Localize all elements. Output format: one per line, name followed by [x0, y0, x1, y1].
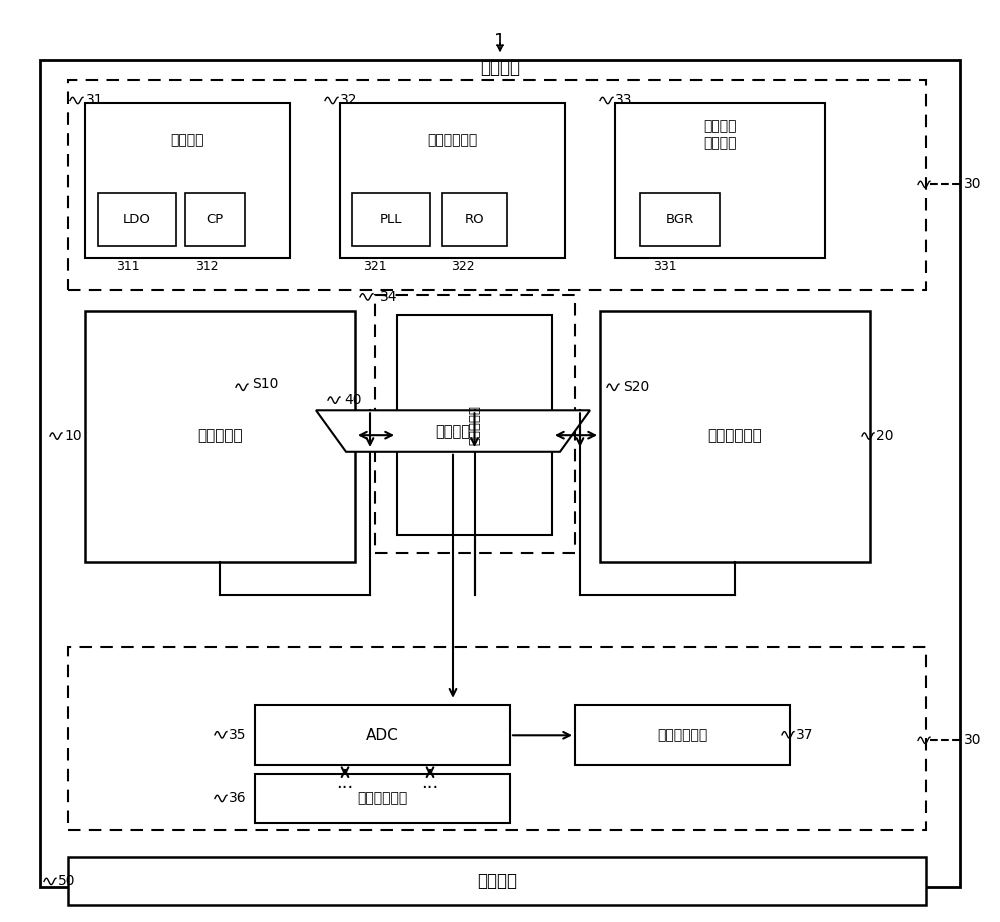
Bar: [40, 60, 960, 887]
Bar: [615, 103, 825, 258]
Bar: [98, 193, 176, 246]
Text: 20: 20: [876, 429, 894, 443]
Text: 水平操作电路: 水平操作电路: [357, 791, 408, 806]
Bar: [352, 193, 430, 246]
Text: 37: 37: [796, 727, 814, 742]
Bar: [255, 705, 510, 765]
Bar: [68, 647, 926, 830]
Bar: [442, 193, 507, 246]
Text: 电源电路: 电源电路: [171, 133, 204, 148]
Bar: [640, 193, 720, 246]
Text: CP: CP: [206, 213, 224, 226]
Bar: [255, 774, 510, 823]
Text: 存储器阵列部: 存储器阵列部: [708, 429, 762, 443]
Text: S10: S10: [252, 377, 278, 392]
Text: 34: 34: [380, 290, 398, 304]
Text: 像素阵列部: 像素阵列部: [197, 429, 243, 443]
Text: 321: 321: [363, 260, 387, 273]
Bar: [575, 705, 790, 765]
Text: 312: 312: [195, 260, 219, 273]
Text: LDO: LDO: [123, 213, 151, 226]
Text: PLL: PLL: [380, 213, 402, 226]
Text: 30: 30: [964, 177, 982, 192]
Text: 1: 1: [494, 31, 506, 50]
Text: 35: 35: [229, 727, 246, 742]
Text: 选择电路: 选择电路: [436, 424, 471, 439]
Text: 311: 311: [116, 260, 140, 273]
Text: ADC: ADC: [366, 727, 399, 743]
Bar: [600, 311, 870, 562]
Text: RO: RO: [465, 213, 484, 226]
Bar: [185, 193, 245, 246]
Text: 40: 40: [344, 393, 362, 408]
Bar: [85, 103, 290, 258]
Text: 331: 331: [653, 260, 677, 273]
Bar: [68, 80, 926, 290]
Text: 50: 50: [58, 874, 76, 889]
Text: 基准电压
生成电路: 基准电压 生成电路: [703, 120, 737, 149]
Bar: [397, 315, 552, 535]
Text: ...: ...: [421, 774, 439, 792]
Text: 36: 36: [229, 791, 247, 806]
Bar: [375, 295, 575, 553]
Text: 控制电路: 控制电路: [477, 872, 517, 891]
Text: 30: 30: [964, 733, 982, 748]
Text: 时钟生成电路: 时钟生成电路: [427, 133, 478, 148]
Bar: [340, 103, 565, 258]
Text: S20: S20: [623, 380, 649, 395]
Polygon shape: [316, 410, 590, 452]
Text: 33: 33: [615, 93, 633, 108]
Text: 信号处理电路: 信号处理电路: [657, 728, 708, 742]
Text: BGR: BGR: [666, 213, 694, 226]
Text: 10: 10: [64, 429, 82, 443]
Bar: [68, 857, 926, 905]
Text: 成像装置: 成像装置: [480, 59, 520, 77]
Text: 驱动电路部: 驱动电路部: [468, 405, 481, 445]
Bar: [85, 311, 355, 562]
Text: 32: 32: [340, 93, 358, 108]
Text: 322: 322: [451, 260, 475, 273]
Text: ...: ...: [336, 774, 354, 792]
Text: 31: 31: [86, 93, 104, 108]
